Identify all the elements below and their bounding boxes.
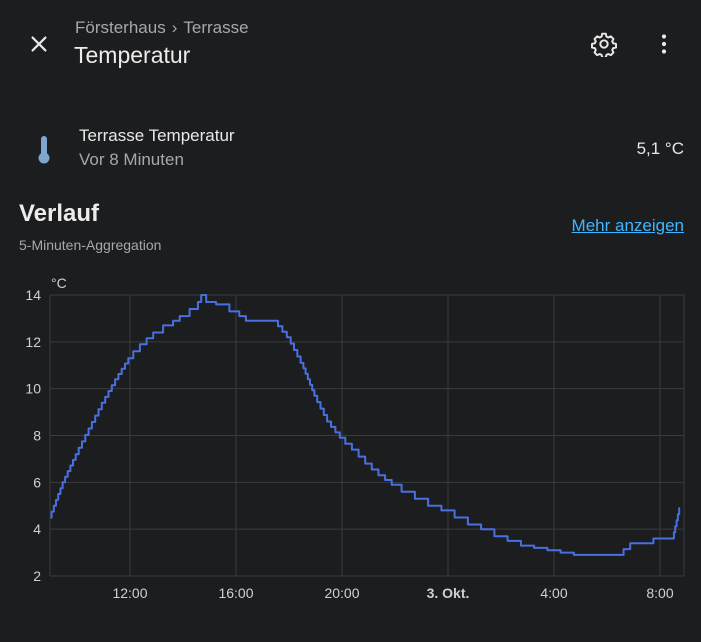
history-title: Verlauf <box>19 200 100 227</box>
y-tick-label: 6 <box>33 474 41 490</box>
breadcrumb: Försterhaus › Terrasse <box>75 18 249 38</box>
y-axis-unit: °C <box>51 275 67 291</box>
close-button[interactable] <box>19 24 59 64</box>
more-vertical-icon <box>661 34 667 54</box>
y-tick-label: 2 <box>33 568 41 584</box>
history-chart[interactable]: 14 12 10 8 6 4 2 12:00 16:00 20:00 3. Okt. 4:00 8:00… <box>0 270 701 642</box>
x-tick-label: 20:00 <box>324 585 359 601</box>
x-tick-label: 8:00 <box>646 585 673 601</box>
entity-state: 5,1 °C <box>636 139 684 158</box>
entity-name: Terrasse Temperatur <box>79 126 235 145</box>
y-tick-label: 4 <box>33 521 41 537</box>
y-tick-label: 8 <box>33 428 41 444</box>
close-icon <box>31 36 47 52</box>
show-more-link[interactable]: Mehr anzeigen <box>571 216 684 235</box>
x-tick-label: 12:00 <box>112 585 147 601</box>
page-title: Temperatur <box>74 42 191 68</box>
y-tick-label: 14 <box>25 287 41 303</box>
x-tick-label: 16:00 <box>218 585 253 601</box>
settings-button[interactable] <box>584 24 624 64</box>
breadcrumb-separator: › <box>171 18 178 37</box>
thermometer-icon <box>38 136 50 164</box>
more-options-button[interactable] <box>644 24 684 64</box>
x-tick-label: 4:00 <box>540 585 567 601</box>
breadcrumb-room: Terrasse <box>183 18 249 37</box>
y-tick-label: 12 <box>25 334 41 350</box>
breadcrumb-area: Försterhaus <box>75 18 166 37</box>
temperature-series-line[interactable] <box>50 294 681 556</box>
y-tick-label: 10 <box>25 381 41 397</box>
x-tick-label: 3. Okt. <box>427 585 470 601</box>
entity-last-changed: Vor 8 Minuten <box>79 150 184 169</box>
gear-icon <box>591 32 617 57</box>
history-subtitle: 5-Minuten-Aggregation <box>19 237 162 253</box>
